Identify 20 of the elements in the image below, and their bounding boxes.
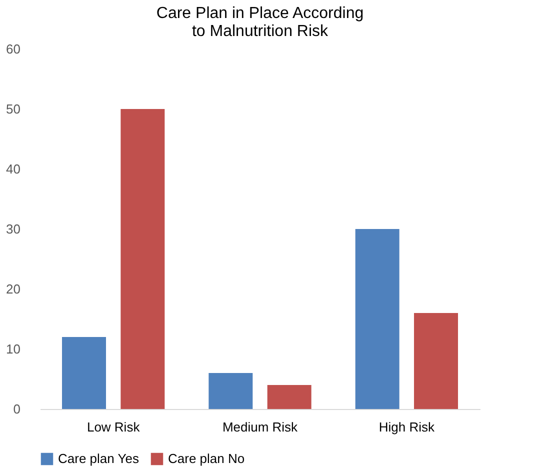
bar bbox=[62, 337, 106, 409]
y-tick-label: 0 bbox=[13, 402, 20, 416]
bar bbox=[120, 109, 165, 409]
y-tick-label: 60 bbox=[6, 42, 20, 56]
x-tick-label: Medium Risk bbox=[222, 420, 298, 434]
bar bbox=[355, 229, 400, 409]
x-tick-label: Low Risk bbox=[86, 420, 140, 434]
text: to Malnutrition Risk bbox=[192, 23, 328, 40]
bar bbox=[267, 385, 312, 409]
y-tick-label: 10 bbox=[6, 342, 20, 356]
y-tick-label: 50 bbox=[6, 102, 20, 116]
x-tick-label: High Risk bbox=[378, 420, 435, 434]
bar bbox=[414, 313, 458, 409]
y-tick-label: 40 bbox=[6, 162, 20, 176]
bar bbox=[208, 373, 253, 409]
legend-label: Care plan Yes bbox=[58, 451, 140, 466]
text: Care Plan in Place According bbox=[156, 5, 364, 22]
legend-label: Care plan No bbox=[168, 451, 245, 466]
y-tick-label: 30 bbox=[6, 222, 20, 236]
y-tick-label: 20 bbox=[6, 282, 20, 296]
